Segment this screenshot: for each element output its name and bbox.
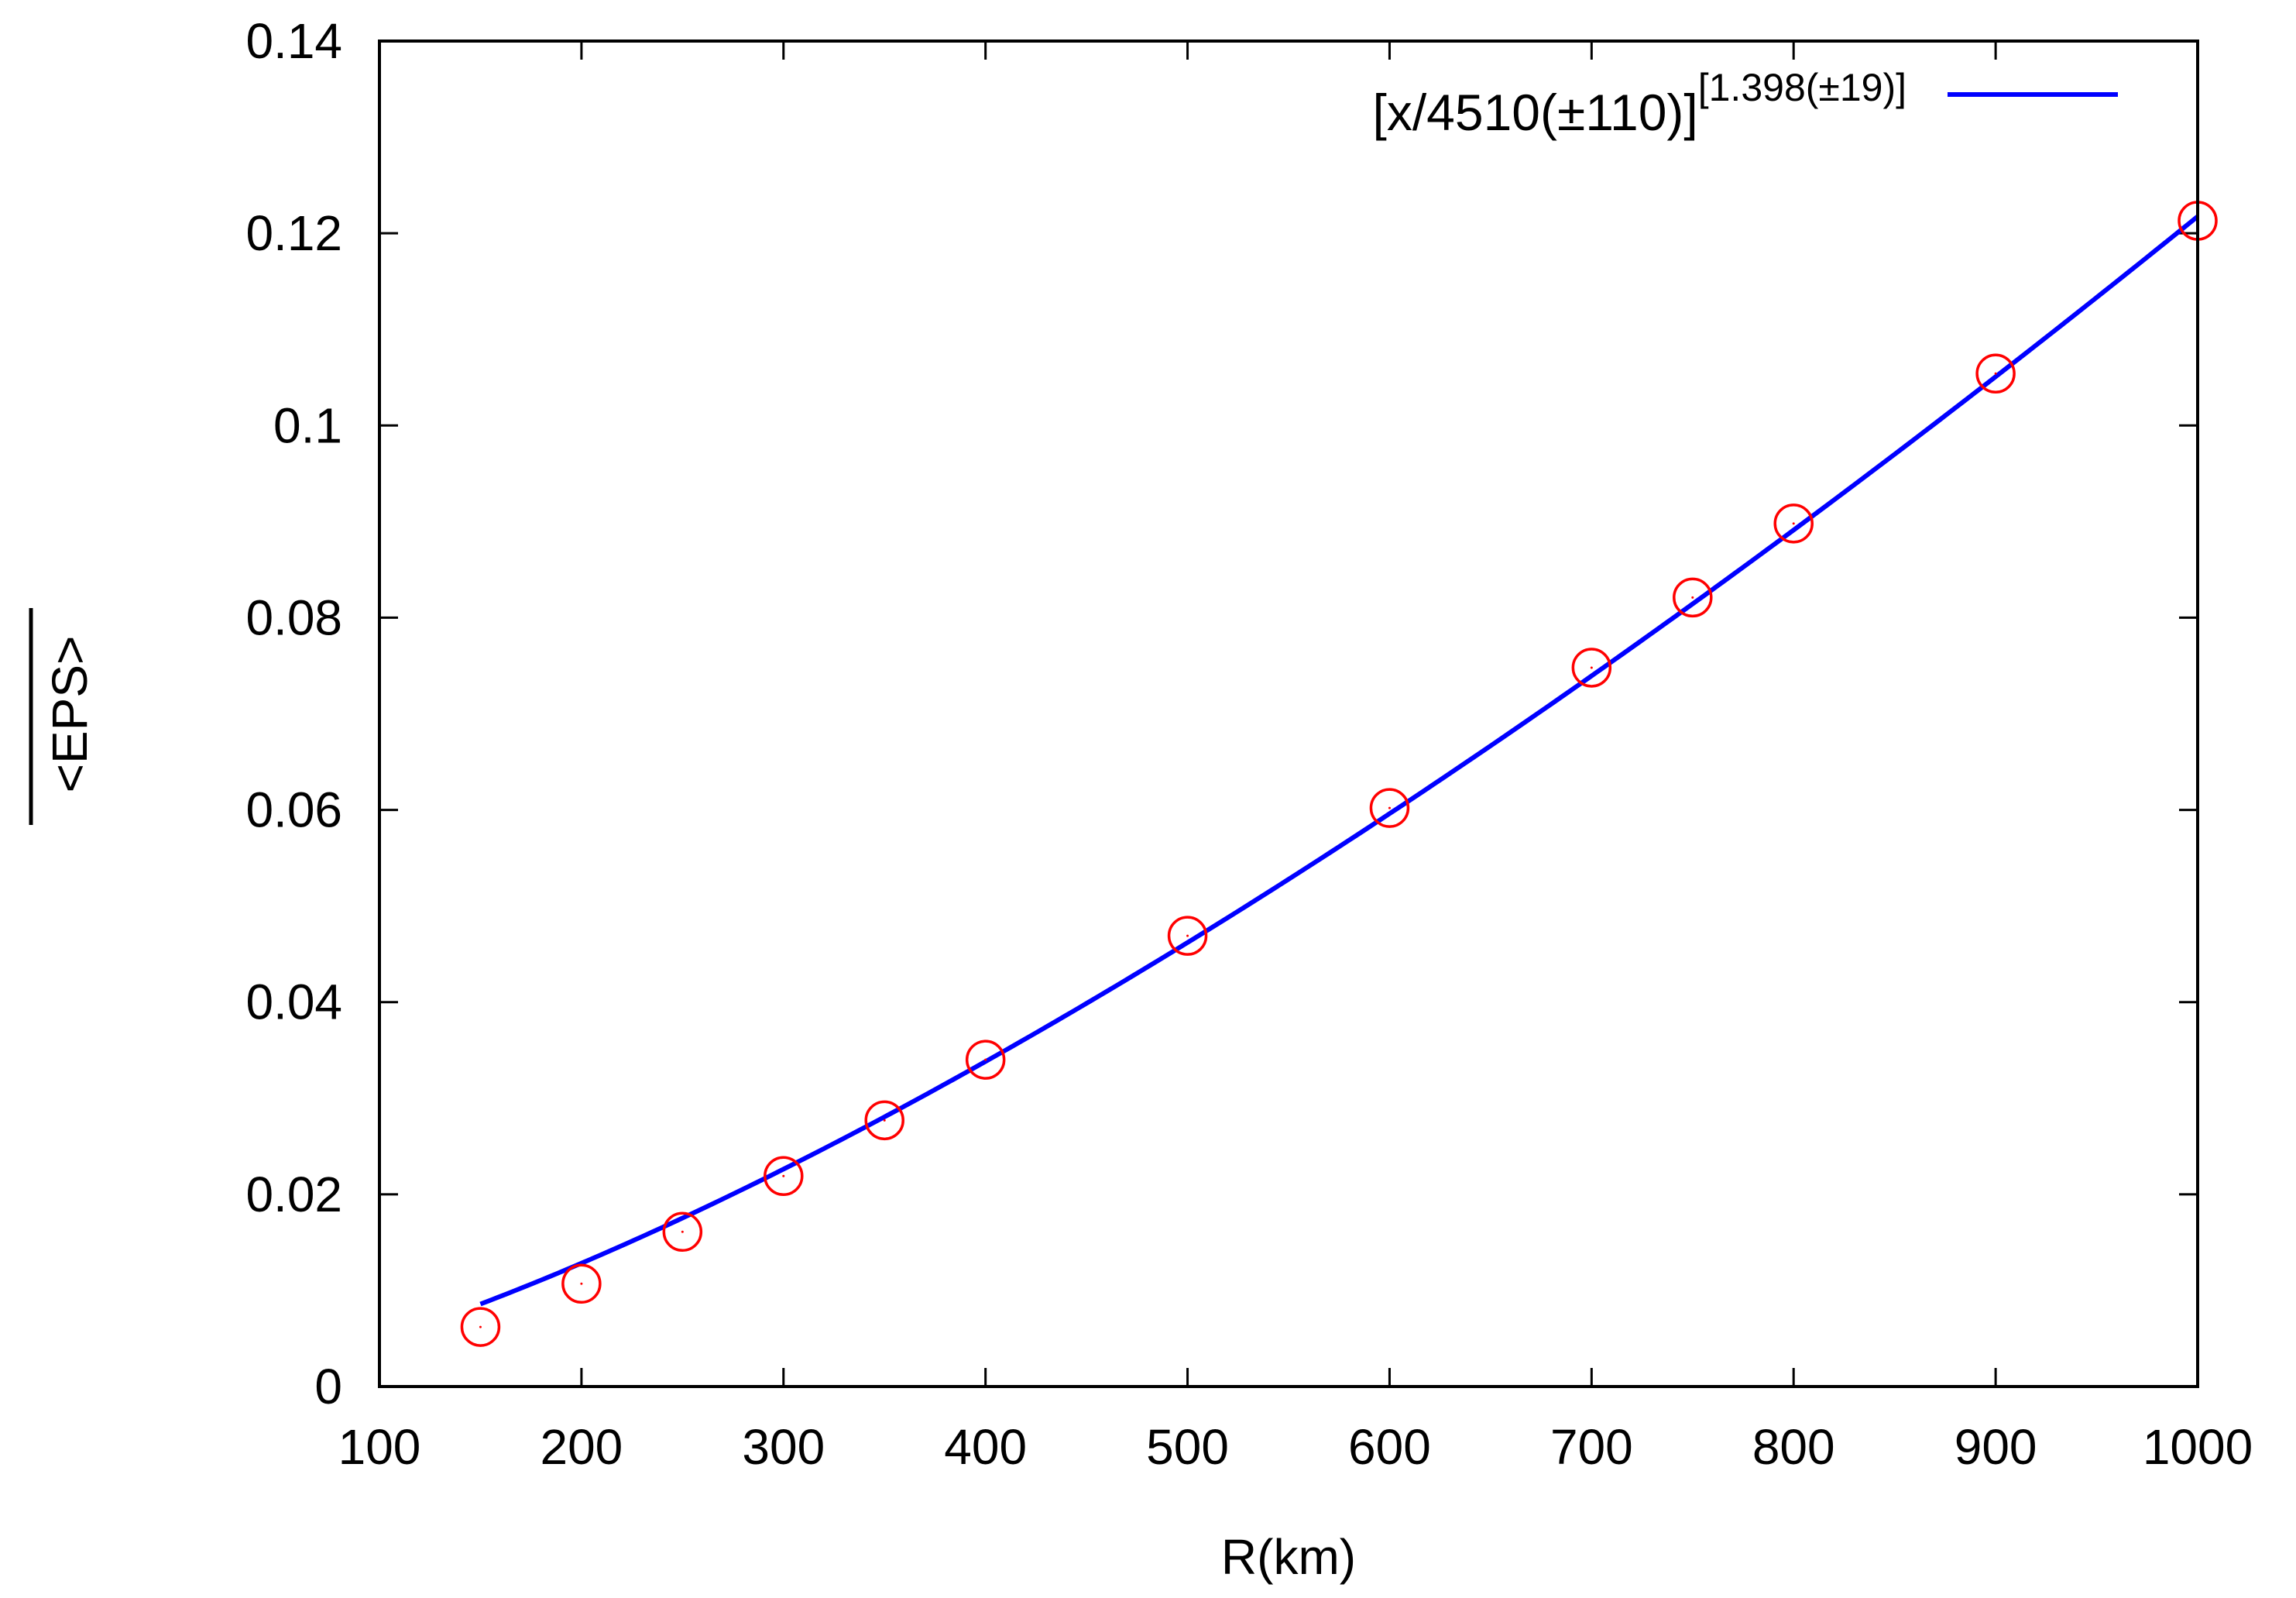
y-tick-label: 0.02 <box>245 1167 342 1222</box>
fit-curve-layer <box>479 215 2199 1307</box>
x-tick-label: 800 <box>1752 1419 1835 1475</box>
legend-label: [x/4510(±110)][1.398(±19)] <box>1373 66 1907 141</box>
data-point <box>1571 648 1612 688</box>
y-tick-label: 0 <box>314 1359 342 1414</box>
y-axis-title: <EPS> <box>42 636 98 793</box>
data-point-center <box>984 1058 987 1061</box>
fit-curve <box>479 215 2199 1307</box>
data-point <box>1369 788 1410 828</box>
axis-tick-labels: 100 200 300 400 500 600 700 800 900 1000 0 0.02 0.04… <box>245 13 2253 1475</box>
y-tick-label: 0.1 <box>273 397 342 453</box>
data-point <box>1167 916 1208 956</box>
data-point-center <box>1792 522 1795 525</box>
data-point <box>460 1307 501 1347</box>
data-point-center <box>580 1282 583 1285</box>
data-point <box>864 1100 904 1141</box>
data-point <box>1773 503 1814 544</box>
x-tick-label: 100 <box>338 1419 421 1475</box>
data-point <box>662 1211 703 1252</box>
data-point <box>764 1156 804 1197</box>
y-tick-label: 0.06 <box>245 782 342 838</box>
data-point-center <box>782 1174 785 1177</box>
data-point-center <box>479 1325 482 1328</box>
data-points-layer <box>460 201 2218 1347</box>
x-tick-label: 600 <box>1348 1419 1431 1475</box>
y-tick-label: 0.04 <box>245 974 342 1030</box>
x-axis-title: R(km) <box>1221 1529 1356 1585</box>
data-point-center <box>1186 934 1189 937</box>
y-tick-label: 0.12 <box>245 205 342 261</box>
legend: [x/4510(±110)][1.398(±19)] <box>1373 66 2118 141</box>
axis-ticks <box>378 40 2199 1388</box>
data-point <box>561 1263 602 1304</box>
data-point-center <box>1994 372 1997 375</box>
legend-label-base: [x/4510(±110)] <box>1373 84 1698 141</box>
x-tick-label: 500 <box>1146 1419 1229 1475</box>
legend-label-exponent: [1.398(±19)] <box>1698 66 1906 109</box>
x-tick-label: 900 <box>1955 1419 2037 1475</box>
data-point-center <box>883 1119 886 1122</box>
y-tick-label: 0.14 <box>245 13 342 69</box>
data-point-center <box>1388 806 1391 809</box>
x-tick-label: 1000 <box>2143 1419 2253 1475</box>
data-point-center <box>681 1230 684 1233</box>
data-point-center <box>1691 596 1694 599</box>
x-tick-label: 700 <box>1550 1419 1633 1475</box>
data-point <box>1673 577 1713 618</box>
data-point <box>965 1040 1006 1080</box>
plot-frame <box>378 40 2199 1388</box>
y-axis-title-group: <EPS> <box>29 608 98 825</box>
data-point-center <box>1590 666 1593 669</box>
x-tick-label: 300 <box>742 1419 825 1475</box>
y-tick-label: 0.08 <box>245 589 342 645</box>
data-point <box>1975 353 2016 394</box>
x-tick-label: 400 <box>944 1419 1027 1475</box>
x-tick-label: 200 <box>540 1419 623 1475</box>
